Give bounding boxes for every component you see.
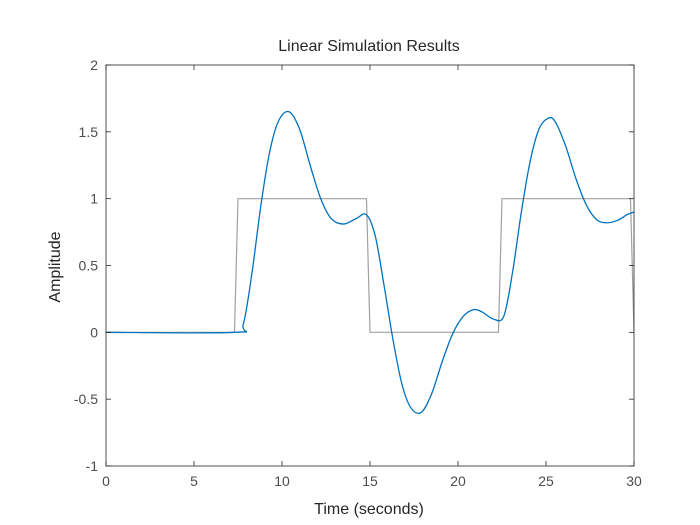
x-tick-label: 5 [190, 473, 198, 489]
x-tick-label: 10 [274, 473, 290, 489]
y-tick-label: 0 [90, 324, 98, 340]
series-line-input [106, 198, 634, 333]
y-tick-label: 2 [90, 57, 98, 73]
y-tick-label: -1 [86, 458, 99, 474]
x-tick-label: 15 [362, 473, 378, 489]
x-axis-label: Time (seconds) [314, 501, 424, 518]
series-line-response [106, 110, 634, 414]
y-tick-label: 0.5 [79, 258, 99, 274]
plot-area: 0 5 10 15 20 25 30 -1 -0.5 0 0.5 1 1.5 2 [74, 57, 642, 489]
x-tick-label: 30 [626, 473, 642, 489]
y-tick-label: 1.5 [79, 124, 99, 140]
chart-title: Linear Simulation Results [278, 38, 459, 55]
x-tick-label: 0 [102, 473, 110, 489]
y-axis-label: Amplitude [47, 231, 64, 302]
y-tick-label: 1 [90, 191, 98, 207]
x-tick-label: 20 [450, 473, 466, 489]
x-tick-label: 25 [538, 473, 554, 489]
y-tick-label: -0.5 [74, 391, 98, 407]
